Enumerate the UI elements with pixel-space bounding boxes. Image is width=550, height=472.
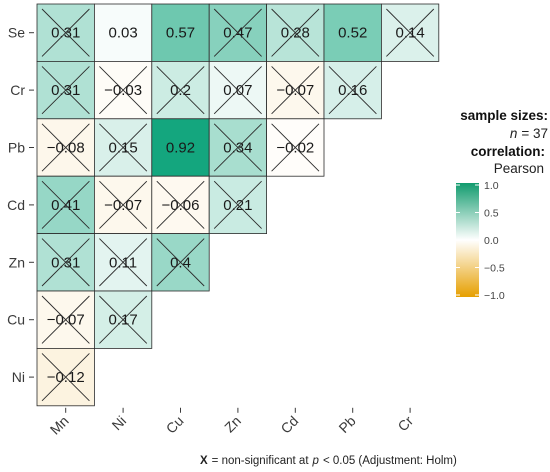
cell-pb-mn: −0.08 [36, 118, 95, 177]
cell-se-pb: 0.52 [323, 3, 382, 62]
cell-cr-ni: −0.03 [94, 61, 153, 120]
cell-pb-cu: 0.92 [151, 118, 210, 177]
cell-ni-mn: −0.12 [36, 347, 95, 407]
y-tick-label-se: Se [8, 25, 25, 41]
y-axis: Se Cr Pb Cd Zn Cu Ni [7, 25, 34, 385]
legend-n-label: n [510, 126, 518, 141]
legend-tick-label: 1.0 [484, 180, 499, 192]
cell-value-label: 0.57 [166, 25, 195, 42]
non-significant-cross-b [99, 123, 148, 172]
cell-pb-zn: 0.34 [208, 118, 267, 177]
non-significant-cross-b [386, 8, 435, 57]
x-tick-label-cr: Cr [394, 412, 416, 434]
legend-colorbar [456, 183, 479, 297]
non-significant-cross-b [213, 123, 262, 172]
legend-tick-label: 0.0 [484, 235, 499, 247]
caption: X = non-significant at p < 0.05 (Adjustment… [200, 455, 457, 467]
non-significant-cross-b [41, 353, 90, 402]
heatmap-cells: 0.310.030.570.470.280.520.140.31−0.030.2… [36, 3, 440, 407]
legend-tick-label: 0.5 [484, 208, 499, 220]
non-significant-cross-b [213, 180, 262, 229]
cell-se-cu: 0.57 [151, 3, 210, 62]
non-significant-cross-b [41, 123, 90, 172]
cell-cr-cu: 0.2 [151, 61, 210, 120]
non-significant-cross-b [213, 8, 262, 57]
x-tick-label-zn: Zn [221, 413, 244, 436]
cell-value-label: 0.52 [338, 25, 367, 42]
legend: sample sizes: n = 37 correlation: Pearson… [456, 108, 548, 302]
non-significant-cross-b [156, 238, 205, 287]
cell-cd-cu: −0.06 [151, 175, 210, 234]
x-tick-label-cd: Cd [277, 413, 301, 437]
cell-zn-cu: 0.4 [151, 233, 210, 292]
non-significant-cross-b [213, 66, 262, 115]
legend-tick-label: −0.5 [484, 263, 505, 275]
x-tick-label-mn: Mn [47, 413, 72, 438]
cell-zn-mn: 0.31 [36, 233, 95, 292]
cell-rect [94, 3, 153, 62]
non-significant-cross-b [156, 66, 205, 115]
non-significant-cross-b [99, 238, 148, 287]
cell-cd-ni: −0.07 [94, 175, 153, 234]
cell-zn-ni: 0.11 [94, 233, 153, 292]
caption-text-a: = non-significant at [212, 455, 310, 467]
cell-pb-cd: −0.02 [266, 118, 325, 177]
cell-value-label: 0.92 [166, 140, 195, 157]
legend-method: Pearson [494, 161, 544, 176]
non-significant-cross-b [41, 8, 90, 57]
cell-rect [323, 3, 382, 62]
cell-cu-ni: 0.17 [94, 290, 153, 349]
cell-pb-ni: 0.15 [94, 118, 153, 177]
cell-cr-pb: 0.16 [323, 61, 382, 120]
x-tick-label-pb: Pb [335, 412, 359, 436]
legend-correlation-title: correlation: [471, 144, 545, 159]
legend-sample-sizes-title: sample sizes: [460, 108, 548, 123]
cell-rect [151, 118, 210, 177]
cell-cr-zn: 0.07 [208, 61, 267, 120]
non-significant-cross-b [41, 180, 90, 229]
legend-tick-label: −1.0 [484, 290, 505, 302]
y-tick-label-zn: Zn [9, 254, 25, 270]
y-tick-label-cr: Cr [10, 82, 25, 98]
cell-se-cr: 0.14 [380, 3, 440, 62]
cell-cr-mn: 0.31 [36, 61, 95, 120]
non-significant-cross-b [41, 66, 90, 115]
cell-cd-zn: 0.21 [208, 175, 267, 234]
non-significant-cross-b [99, 66, 148, 115]
x-tick-label-cu: Cu [163, 413, 187, 437]
legend-n-text: n = 37 [510, 126, 548, 141]
cell-se-mn: 0.31 [36, 3, 95, 62]
x-tick-label-ni: Ni [109, 413, 130, 434]
non-significant-cross-b [156, 180, 205, 229]
non-significant-cross-b [41, 295, 90, 344]
cell-cu-mn: −0.07 [36, 290, 95, 349]
non-significant-cross-b [41, 238, 90, 287]
y-tick-label-ni: Ni [12, 369, 25, 385]
cell-se-cd: 0.28 [266, 3, 325, 62]
non-significant-cross-b [99, 295, 148, 344]
cell-cd-mn: 0.41 [36, 175, 95, 234]
legend-ticks: 1.0 0.5 0.0 −0.5 −1.0 [456, 180, 505, 302]
y-tick-label-pb: Pb [8, 140, 25, 156]
caption-text-b: < 0.05 (Adjustment: Holm) [323, 455, 457, 467]
caption-marker: X [200, 455, 208, 467]
legend-n-value: = 37 [521, 126, 548, 141]
y-tick-label-cd: Cd [7, 197, 25, 213]
non-significant-cross-b [99, 180, 148, 229]
y-tick-label-cu: Cu [7, 312, 25, 328]
cell-rect [151, 3, 210, 62]
non-significant-cross-b [271, 123, 320, 172]
cell-cr-cd: −0.07 [266, 61, 325, 120]
non-significant-cross-b [271, 66, 320, 115]
caption-p: p [312, 455, 320, 467]
cell-se-zn: 0.47 [208, 3, 267, 62]
cell-value-label: 0.03 [108, 25, 137, 42]
cell-se-ni: 0.03 [94, 3, 153, 62]
non-significant-cross-b [271, 8, 320, 57]
x-axis: Mn Ni Cu Zn Cd Pb Cr [47, 407, 416, 438]
non-significant-cross-b [328, 66, 377, 115]
